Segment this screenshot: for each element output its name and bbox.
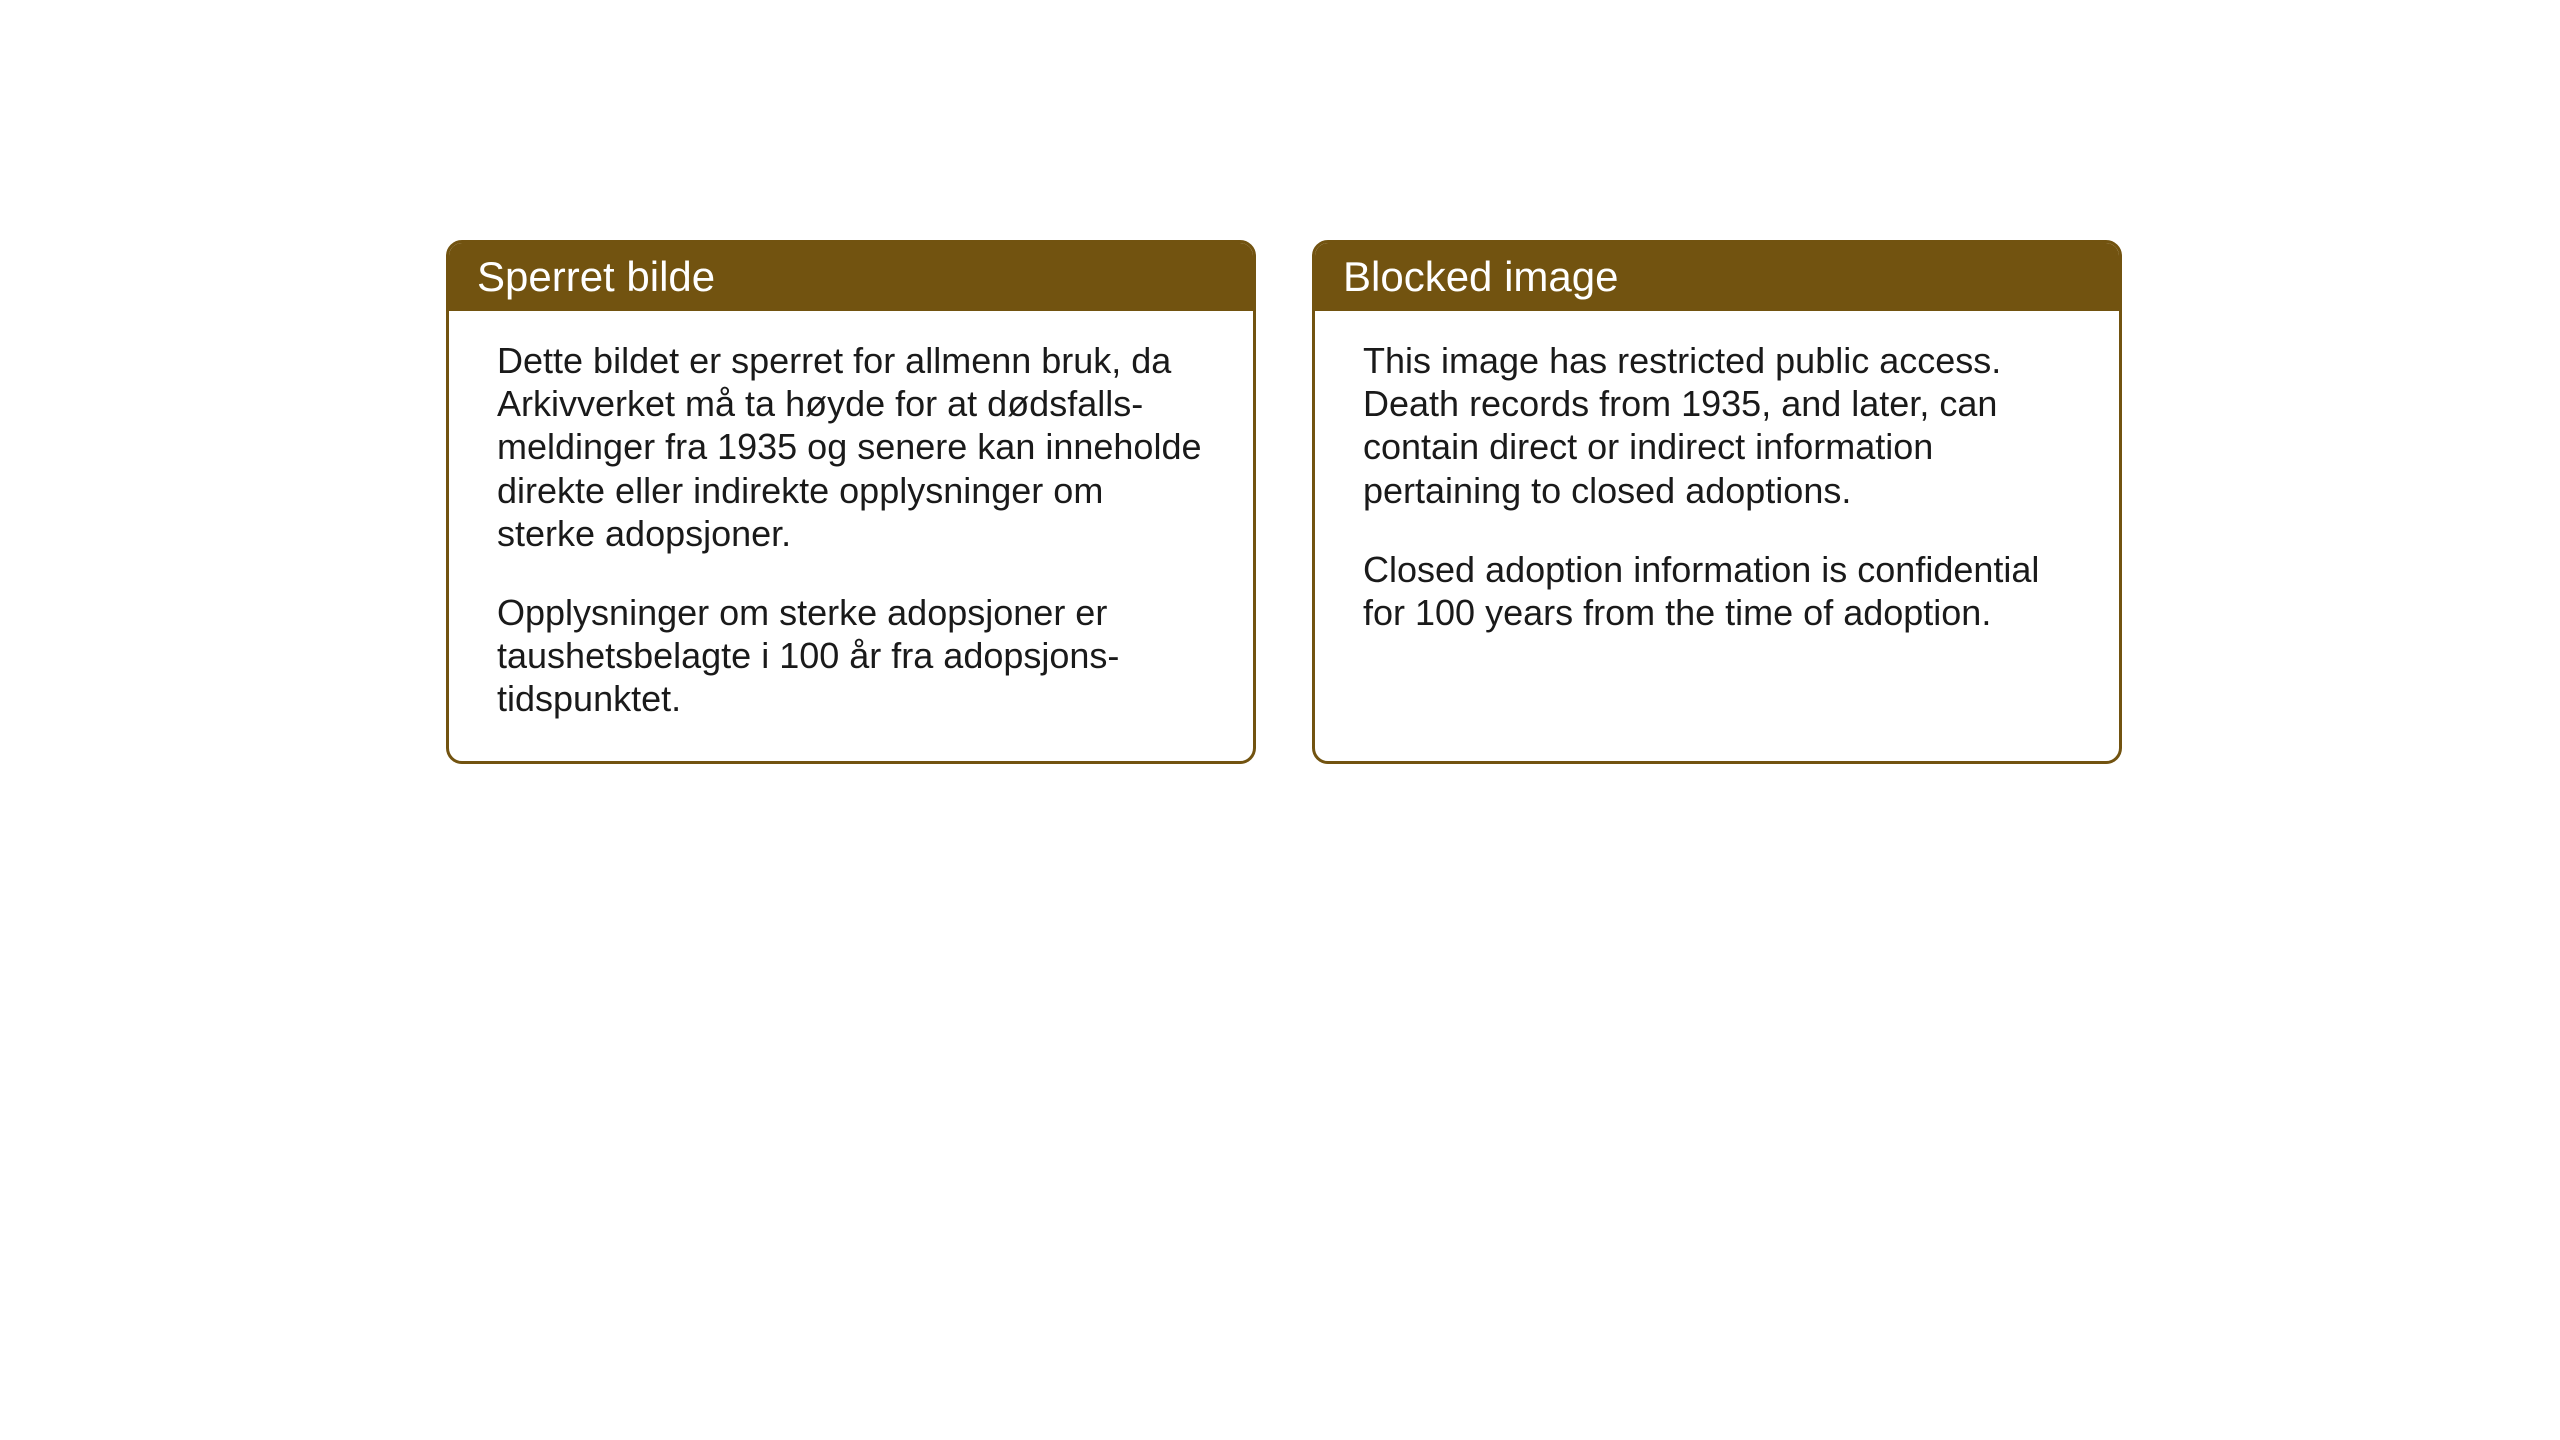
- card-paragraph: Opplysninger om sterke adopsjoner er tau…: [497, 591, 1205, 721]
- card-paragraph: Closed adoption information is confident…: [1363, 548, 2071, 634]
- card-paragraph: This image has restricted public access.…: [1363, 339, 2071, 512]
- card-paragraph: Dette bildet er sperret for allmenn bruk…: [497, 339, 1205, 555]
- notice-cards-container: Sperret bilde Dette bildet er sperret fo…: [446, 240, 2122, 764]
- card-header-norwegian: Sperret bilde: [449, 243, 1253, 311]
- card-header-english: Blocked image: [1315, 243, 2119, 311]
- card-body-english: This image has restricted public access.…: [1315, 311, 2119, 674]
- card-body-norwegian: Dette bildet er sperret for allmenn bruk…: [449, 311, 1253, 761]
- notice-card-norwegian: Sperret bilde Dette bildet er sperret fo…: [446, 240, 1256, 764]
- card-title: Sperret bilde: [477, 253, 715, 300]
- card-title: Blocked image: [1343, 253, 1618, 300]
- notice-card-english: Blocked image This image has restricted …: [1312, 240, 2122, 764]
